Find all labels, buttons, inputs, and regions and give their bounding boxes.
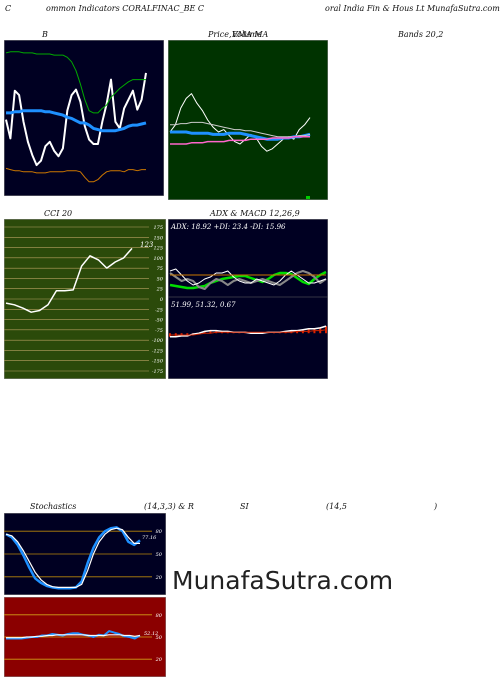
price-label: Price,	[208, 30, 232, 39]
bands-label: Bands 20,2	[398, 30, 444, 39]
adx-series-2	[169, 268, 327, 286]
cci-tick-label: 150	[153, 235, 163, 241]
rsi-tick-label: 50	[156, 635, 163, 641]
stochastics-tick-label: 80	[156, 529, 163, 535]
stochastics-tick-label: 50	[156, 552, 163, 558]
cci-tick-label: 0	[160, 297, 164, 303]
ema-series-3	[170, 136, 310, 145]
bb-label: B	[42, 30, 48, 39]
cci-tick-label: -100	[152, 338, 164, 344]
cci-panel: 175 150 125 100 75 50 25 0 -25 -50 -75 -100 -125 -150…	[4, 219, 166, 379]
cci-tick-label: -50	[155, 318, 164, 324]
si-label: SI	[240, 502, 249, 511]
bollinger-series-3	[5, 167, 146, 183]
rsi-value-label: 52.12	[144, 631, 158, 637]
adx-macd-panel: ADX: 18.92 +DI: 23.4 -DI: 15.96 51.99, 51…	[168, 219, 328, 379]
header-c: C	[5, 4, 12, 13]
bollinger-series-0	[5, 72, 147, 167]
volume-bar	[306, 196, 310, 199]
volume-label: Volume	[232, 30, 262, 39]
adx-macd-chart: ADX: 18.92 +DI: 23.4 -DI: 15.96 51.99, 51…	[168, 219, 328, 379]
cci-tick-label: 25	[156, 287, 163, 293]
bollinger-chart	[4, 40, 164, 196]
watermark: MunafaSutra.com	[172, 566, 394, 595]
stochastics-tick-label: 20	[155, 575, 163, 581]
rsi-chart: 80 50 20 52.12	[4, 597, 166, 677]
cci-tick-label: 125	[153, 246, 163, 252]
cci-tick-label: -175	[152, 369, 163, 375]
stoch-params: (14,3,3) & R	[144, 502, 194, 511]
cci-value-label: 123	[140, 241, 154, 249]
macd-series-1	[170, 329, 327, 336]
header-indicators: ommon Indicators CORALFINAC_BE C	[46, 4, 205, 13]
cci-tick-label: 100	[153, 256, 163, 262]
ema-panel	[168, 40, 328, 200]
cci-chart: 175 150 125 100 75 50 25 0 -25 -50 -75 -100 -125 -150…	[4, 219, 166, 379]
stochastics-value-label: 77.16	[142, 535, 157, 541]
cci-tick-label: 50	[157, 276, 164, 282]
rsi-panel: 80 50 20 52.12	[4, 597, 166, 677]
ema-series-2	[170, 121, 311, 138]
adx-macd-bg	[168, 219, 328, 379]
cci-tick-label: -75	[155, 328, 163, 334]
adx-macd-label: ADX & MACD 12,26,9	[210, 209, 300, 218]
rsi-tick-label: 80	[156, 613, 163, 619]
cci-tick-label: -125	[152, 348, 163, 354]
stochastics-series-1	[5, 527, 140, 589]
ema-label: EMA MA	[232, 30, 269, 39]
bollinger-series-1	[6, 109, 147, 133]
stochastics-chart: 80 50 20 77.16	[4, 513, 166, 595]
rsi-series-1	[6, 634, 141, 639]
header-company: oral India Fin & Hous Lt MunafaSutra.com	[325, 4, 500, 13]
rsi-tick-label: 20	[155, 657, 163, 663]
rsi-close: )	[434, 502, 438, 511]
cci-tick-label: 75	[157, 266, 163, 272]
adx-series-0	[169, 270, 327, 290]
cci-label: CCI 20	[44, 209, 73, 218]
cci-tick-label: -25	[155, 307, 163, 313]
cci-tick-label: -150	[152, 359, 164, 365]
macd-value-text: 51.99, 51.32, 0.67	[171, 301, 236, 309]
cci-series-0	[5, 247, 133, 313]
ema-bg	[168, 40, 328, 200]
stochastics-panel: 80 50 20 77.16	[4, 513, 166, 595]
adx-value-text: ADX: 18.92 +DI: 23.4 -DI: 15.96	[170, 223, 286, 231]
bollinger-series-2	[5, 51, 146, 114]
stoch-label: Stochastics	[30, 502, 77, 511]
rsi-params: (14,5	[326, 502, 347, 511]
ema-chart	[168, 40, 328, 200]
bollinger-panel	[4, 40, 164, 196]
cci-tick-label: 175	[153, 225, 163, 231]
